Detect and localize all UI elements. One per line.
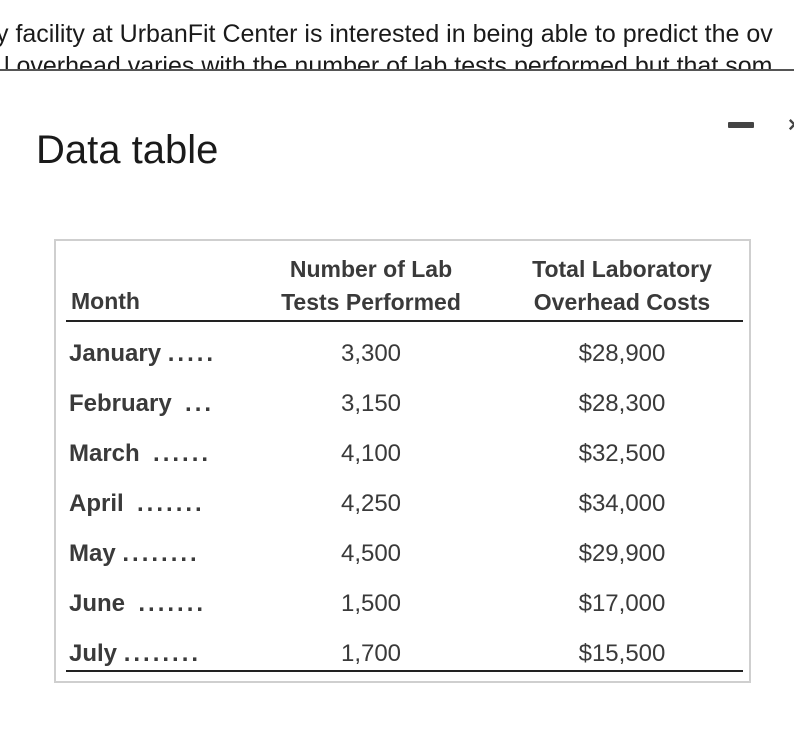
month-cell: June ....... (69, 590, 207, 617)
overhead-cost-cell: $29,900 (578, 540, 666, 567)
lab-tests-cell: 1,500 (340, 590, 402, 617)
problem-text-line-1: y facility at UrbanFit Center is interes… (0, 20, 773, 48)
overhead-cost-cell: $34,000 (578, 490, 666, 517)
table-row: May ........ 4,500 $29,900 (56, 540, 749, 590)
bottom-rule (66, 670, 743, 672)
header-overhead-costs-line-2: Overhead Costs (533, 289, 711, 315)
header-overhead-costs-line-1: Total Laboratory (532, 256, 712, 282)
month-cell: March ...... (69, 440, 212, 467)
lab-tests-cell: 4,500 (340, 540, 402, 567)
overhead-cost-cell: $15,500 (578, 640, 666, 667)
lab-tests-cell: 4,100 (340, 440, 402, 467)
table-row: April ....... 4,250 $34,000 (56, 490, 749, 540)
dialog-controls: × (726, 112, 794, 137)
table-row: January ..... 3,300 $28,900 (56, 340, 749, 390)
table-row: March ...... 4,100 $32,500 (56, 440, 749, 490)
month-cell: April ....... (69, 490, 205, 517)
header-month: Month (71, 288, 140, 314)
header-lab-tests-line-2: Tests Performed (281, 289, 461, 315)
table-row: July ........ 1,700 $15,500 (56, 640, 749, 690)
overhead-cost-cell: $17,000 (578, 590, 666, 617)
data-table: Month Number of Lab Tests Performed Tota… (54, 239, 751, 683)
header-overhead-costs: Total Laboratory Overhead Costs (502, 253, 742, 319)
table-row: June ....... 1,500 $17,000 (56, 590, 749, 640)
header-rule (66, 320, 743, 322)
close-icon[interactable]: × (788, 112, 794, 138)
minimize-icon[interactable] (728, 122, 754, 128)
lab-tests-cell: 1,700 (340, 640, 402, 667)
month-cell: July ........ (69, 640, 202, 667)
month-cell: January ..... (69, 340, 217, 367)
header-lab-tests-line-1: Number of Lab (289, 256, 453, 282)
month-cell: May ........ (69, 540, 200, 567)
table-row: February ... 3,150 $28,300 (56, 390, 749, 440)
problem-text-line-2-clip: l overhead varies with the number of lab… (0, 52, 794, 70)
month-cell: February ... (69, 390, 215, 417)
problem-text-line-2: l overhead varies with the number of lab… (4, 52, 773, 70)
lab-tests-cell: 3,300 (340, 340, 402, 367)
dialog-top-border (0, 69, 794, 71)
lab-tests-cell: 4,250 (340, 490, 402, 517)
overhead-cost-cell: $32,500 (578, 440, 666, 467)
header-lab-tests: Number of Lab Tests Performed (256, 253, 486, 319)
lab-tests-cell: 3,150 (340, 390, 402, 417)
overhead-cost-cell: $28,300 (578, 390, 666, 417)
dialog-title: Data table (36, 128, 219, 172)
overhead-cost-cell: $28,900 (578, 340, 666, 367)
